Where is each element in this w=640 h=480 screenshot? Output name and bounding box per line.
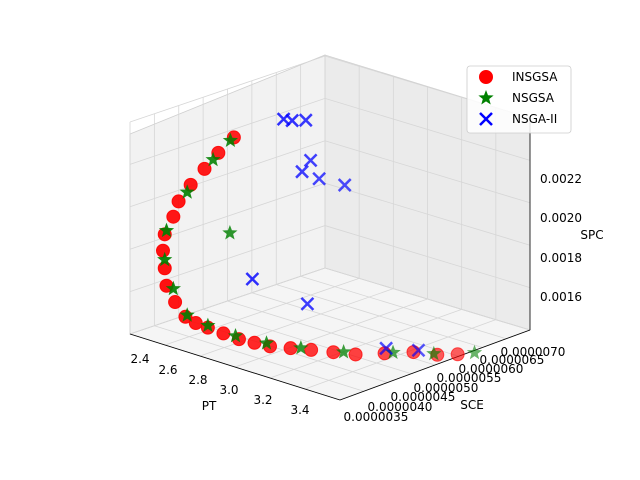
y-tick-labels: 0.00000350.00000400.00000450.00000500.00… bbox=[344, 345, 566, 424]
data-point bbox=[295, 164, 309, 179]
x-tick-label: 2.4 bbox=[130, 352, 149, 366]
data-point bbox=[222, 225, 238, 240]
legend-label: NSGSA bbox=[512, 91, 555, 105]
data-point bbox=[298, 113, 313, 128]
data-point bbox=[258, 335, 275, 350]
data-point bbox=[171, 194, 186, 209]
data-point bbox=[227, 328, 244, 343]
data-point bbox=[348, 347, 363, 362]
data-point bbox=[157, 261, 172, 276]
z-tick-label: 0.0016 bbox=[540, 290, 582, 304]
data-point bbox=[179, 307, 195, 322]
x-tick-label: 3.2 bbox=[253, 393, 272, 407]
y-tick-label: 0.0000040 bbox=[368, 400, 433, 414]
y-axis-label: SCE bbox=[460, 398, 484, 412]
y-tick-label: 0.0000035 bbox=[344, 410, 409, 424]
legend-label: NSGA-II bbox=[512, 112, 557, 126]
y-tick-label: 0.0000070 bbox=[501, 345, 566, 359]
data-point bbox=[379, 341, 394, 356]
data-point bbox=[166, 209, 181, 224]
data-point bbox=[168, 295, 183, 310]
data-point bbox=[155, 243, 170, 258]
data-point bbox=[158, 222, 175, 238]
legend-marker bbox=[478, 90, 494, 105]
z-tick-label: 0.0020 bbox=[540, 211, 582, 225]
data-points bbox=[155, 112, 483, 362]
data-point bbox=[411, 343, 426, 358]
x-axis-line bbox=[129, 333, 341, 401]
legend-marker bbox=[479, 112, 493, 126]
legend-item: INSGSA bbox=[479, 70, 558, 84]
data-point bbox=[247, 335, 262, 350]
legend-marker bbox=[479, 70, 493, 84]
data-point bbox=[304, 342, 319, 357]
y-tick-label: 0.0000055 bbox=[437, 371, 502, 385]
data-point bbox=[157, 251, 173, 267]
data-point bbox=[300, 297, 315, 311]
data-point bbox=[283, 341, 298, 356]
data-point bbox=[466, 344, 483, 360]
z-axis-label: SPC bbox=[580, 228, 603, 242]
data-point bbox=[450, 347, 465, 362]
data-point bbox=[303, 153, 318, 168]
y-tick-label: 0.0000060 bbox=[459, 362, 524, 376]
data-point bbox=[211, 145, 226, 160]
data-point bbox=[165, 280, 181, 296]
data-point bbox=[426, 345, 442, 361]
data-point bbox=[293, 340, 309, 355]
data-point bbox=[179, 184, 195, 199]
z-tick-label: 0.0022 bbox=[540, 172, 582, 186]
x-axis-label: PT bbox=[202, 399, 217, 413]
data-point bbox=[337, 178, 352, 192]
data-point bbox=[312, 171, 327, 186]
legend-box bbox=[466, 65, 572, 134]
series-nsga-ii bbox=[245, 112, 426, 358]
z-tick-labels: 0.0016 0.0018 0.0020 0.0022 bbox=[540, 172, 582, 304]
data-point bbox=[188, 316, 203, 331]
x-tick-labels: 2.4 2.6 2.8 3.0 3.2 3.4 bbox=[130, 352, 309, 417]
y-tick-label: 0.0000045 bbox=[391, 390, 456, 404]
data-point bbox=[336, 344, 352, 359]
series-nsgsa bbox=[157, 132, 483, 361]
data-point bbox=[222, 132, 238, 147]
data-point bbox=[245, 272, 260, 286]
y-tick-label: 0.0000050 bbox=[414, 381, 479, 395]
y-axis-line bbox=[339, 329, 531, 401]
data-point bbox=[326, 345, 341, 360]
x-tick-label: 3.0 bbox=[219, 383, 238, 397]
data-point bbox=[216, 326, 231, 341]
data-point bbox=[200, 317, 216, 332]
y-tick-label: 0.0000065 bbox=[480, 353, 545, 367]
x-tick-label: 3.4 bbox=[290, 403, 309, 417]
data-point bbox=[285, 113, 300, 128]
data-point bbox=[197, 161, 212, 176]
data-point bbox=[205, 151, 221, 167]
z-tick-label: 0.0018 bbox=[540, 251, 582, 265]
legend-label: INSGSA bbox=[512, 70, 558, 84]
x-tick-label: 2.8 bbox=[188, 373, 207, 387]
legend: INSGSA NSGSA NSGA-II bbox=[466, 65, 572, 134]
legend-item: NSGA-II bbox=[479, 112, 557, 126]
data-point bbox=[385, 344, 401, 359]
x-tick-label: 2.6 bbox=[158, 363, 177, 377]
legend-item: NSGSA bbox=[478, 90, 555, 105]
